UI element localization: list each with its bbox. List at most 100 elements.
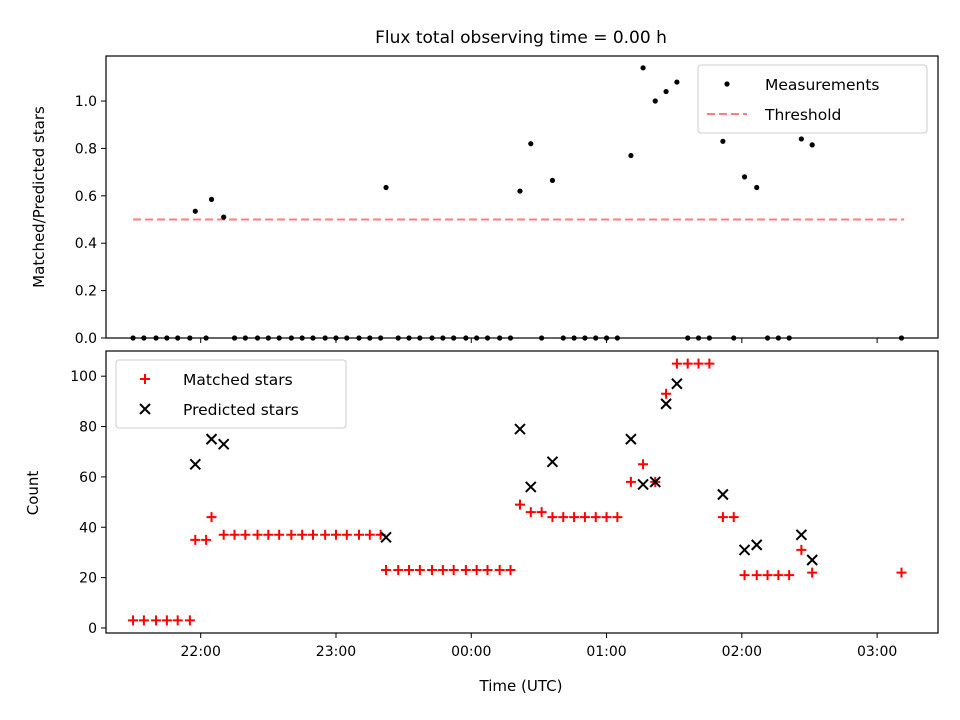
bottom-point-plus [536,507,547,518]
y-axis-label-top: Matched/Predicted stars [30,106,48,288]
bottom-point-plus [505,565,516,576]
bottom-y-tick-label: 0 [88,621,97,637]
bottom-point-plus [590,512,601,523]
top-point-dot [208,196,215,202]
bottom-point-plus [297,529,308,540]
bottom-point-plus [494,565,505,576]
x-tick-label: 03:00 [857,644,897,660]
bottom-y-tick-label: 80 [79,420,97,436]
bottom-point-plus [184,615,195,626]
y-axis-label-bottom: Count [24,471,42,516]
bottom-point-x [660,398,672,410]
top-point-dot [809,142,815,148]
bottom-point-plus [773,570,784,581]
bottom-point-plus [896,567,907,578]
top-y-tick-label: 0.0 [75,331,97,347]
bottom-y-tick-label: 40 [79,520,97,536]
bottom-y-tick-label: 20 [79,571,97,587]
bottom-point-plus [558,512,569,523]
top-axes-frame [105,55,939,339]
bottom-point-plus [739,570,750,581]
bottom-point-plus [807,567,818,578]
top-y-tick-label: 0.8 [75,141,97,157]
top-point-dot [754,184,760,191]
bottom-point-plus [762,570,773,581]
legend-label: Predicted stars [183,401,299,419]
ratio-panel: 0.0 0.2 0.4 0.6 0.8 1.0 Measurements Threshold [75,55,939,347]
bottom-point-plus [638,459,649,470]
bottom-point-plus [263,529,274,540]
bottom-point-plus [460,565,471,576]
bottom-point-x [205,433,218,445]
top-legend-box [697,64,928,134]
bottom-point-plus [717,512,728,523]
bottom-point-plus [569,512,580,523]
bottom-point-x [751,539,763,551]
bottom-point-x [625,433,637,445]
x-tick-label: 23:00 [316,644,356,660]
top-point-dot [663,88,669,95]
bottom-point-plus [393,565,404,576]
top-point-dot [192,208,198,214]
bottom-point-plus [206,512,217,523]
top-point-dot [221,214,227,220]
legend-label: Threshold [764,106,841,124]
bottom-point-plus [601,512,612,523]
bottom-axes-frame [105,350,939,634]
top-point-dot [517,188,523,194]
bottom-point-plus [218,529,229,540]
bottom-point-x [795,529,808,541]
bottom-point-plus [138,615,149,626]
x-tick-label: 02:00 [722,644,762,660]
chart-title: Flux total observing time = 0.00 h [375,28,667,48]
bottom-point-plus [514,499,525,510]
bottom-legend-box [115,359,347,429]
bottom-point-x [637,478,649,491]
bottom-point-plus [751,570,762,581]
bottom-point-x [546,456,559,468]
bottom-point-plus [274,529,285,540]
bottom-point-plus [286,529,297,540]
top-y-tick-label: 0.4 [75,236,97,252]
top-point-dot [383,184,389,191]
bottom-point-plus [525,507,536,518]
legend-dot-swatch [724,81,730,87]
bottom-point-plus [661,388,672,399]
top-point-dot [549,177,556,184]
bottom-point-x [738,544,751,556]
bottom-point-plus [320,529,331,540]
top-point-dot [628,152,634,159]
bottom-point-x [189,458,201,471]
x-axis-label: Time (UTC) [479,677,563,695]
x-tick-label: 00:00 [451,644,491,660]
bottom-point-x [671,378,683,390]
bottom-point-plus [796,544,807,555]
bottom-point-plus [341,529,352,540]
bottom-point-plus [172,615,183,626]
bottom-point-plus [612,512,623,523]
top-y-tick-label: 0.2 [75,284,97,300]
legend-label: Measurements [765,76,880,94]
legend-x-swatch [139,403,151,415]
bottom-point-plus [252,529,263,540]
bottom-point-plus [161,615,172,626]
bottom-point-plus [414,565,425,576]
bottom-point-plus [190,534,201,545]
bottom-point-plus [471,565,482,576]
top-point-dot [798,136,804,142]
bottom-point-plus [240,529,251,540]
bottom-y-tick-label: 100 [70,369,97,385]
bottom-series-plus [128,358,907,626]
bottom-point-plus [330,529,341,540]
bottom-point-x [217,438,230,450]
bottom-point-plus [229,529,240,540]
top-point-dot [528,141,534,147]
top-y-tick-label: 0.6 [75,189,97,205]
bottom-point-plus [693,358,704,369]
top-y-tick-label: 1.0 [75,94,97,110]
bottom-point-plus [364,529,375,540]
legend-plus-swatch [140,374,150,384]
bottom-point-plus [427,565,438,576]
bottom-point-plus [482,565,493,576]
